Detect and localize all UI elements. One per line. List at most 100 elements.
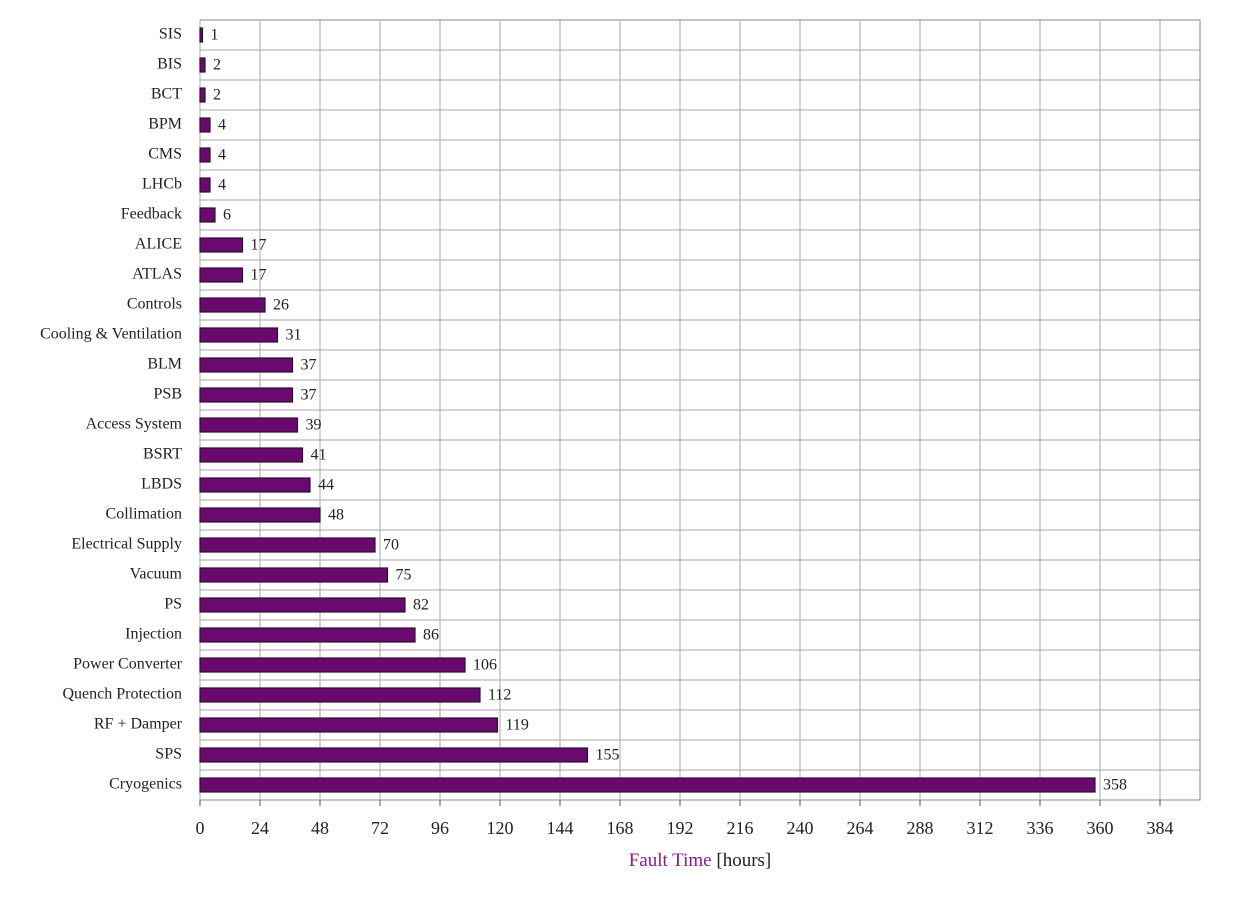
value-label: 2 xyxy=(213,57,221,74)
bar xyxy=(199,147,211,163)
bar xyxy=(199,447,304,463)
bar xyxy=(199,717,499,733)
bar xyxy=(199,57,206,73)
bar xyxy=(199,507,321,523)
y-tick-label: BLM xyxy=(147,356,182,373)
x-tick-label: 312 xyxy=(967,818,994,838)
y-tick-label: BPM xyxy=(148,116,182,133)
bar xyxy=(199,537,376,553)
bar xyxy=(199,747,589,763)
y-tick-label: Cryogenics xyxy=(109,776,182,793)
y-tick-label: Controls xyxy=(127,296,182,313)
bar xyxy=(199,687,481,703)
value-label: 6 xyxy=(223,207,231,224)
bar xyxy=(199,417,299,433)
value-label: 17 xyxy=(251,237,267,254)
value-label: 39 xyxy=(306,417,322,434)
y-tick-label: BIS xyxy=(157,56,182,73)
x-tick-label: 384 xyxy=(1147,818,1174,838)
y-tick-label: Feedback xyxy=(121,206,182,223)
y-tick-label: Power Converter xyxy=(73,656,183,673)
x-tick-label: 264 xyxy=(847,818,874,838)
bar xyxy=(199,777,1096,793)
y-tick-label: SPS xyxy=(155,746,182,763)
x-tick-label: 96 xyxy=(431,818,449,838)
y-tick-label: PS xyxy=(164,596,182,613)
y-tick-label: CMS xyxy=(148,146,182,163)
y-tick-label: Cooling & Ventilation xyxy=(40,326,182,343)
value-label: 358 xyxy=(1103,777,1127,794)
value-label: 26 xyxy=(273,297,289,314)
bar xyxy=(199,237,244,253)
bar xyxy=(199,267,244,283)
bar xyxy=(199,177,211,193)
value-label: 4 xyxy=(218,177,226,194)
y-tick-label: LBDS xyxy=(141,476,182,493)
value-label: 37 xyxy=(301,357,317,374)
x-tick-label: 360 xyxy=(1087,818,1114,838)
y-tick-label: ALICE xyxy=(135,236,182,253)
value-label: 31 xyxy=(286,327,302,344)
y-tick-label: PSB xyxy=(154,386,182,403)
value-label: 48 xyxy=(328,507,344,524)
x-tick-label: 72 xyxy=(371,818,389,838)
x-tick-label: 336 xyxy=(1027,818,1054,838)
y-tick-label: LHCb xyxy=(142,176,182,193)
x-tick-label: 144 xyxy=(547,818,574,838)
bar xyxy=(199,297,266,313)
value-label: 86 xyxy=(423,627,439,644)
y-tick-label: BSRT xyxy=(143,446,182,463)
x-tick-label: 216 xyxy=(727,818,754,838)
y-tick-label: Injection xyxy=(125,626,182,643)
x-axis-label: Fault Time xyxy=(629,850,712,871)
value-label: 41 xyxy=(311,447,327,464)
value-label: 44 xyxy=(318,477,334,494)
y-tick-label: Quench Protection xyxy=(62,686,182,703)
value-label: 82 xyxy=(413,597,429,614)
x-tick-label: 24 xyxy=(251,818,269,838)
x-tick-label: 240 xyxy=(787,818,814,838)
value-label: 70 xyxy=(383,537,399,554)
value-label: 155 xyxy=(596,747,620,764)
y-tick-label: BCT xyxy=(151,86,182,103)
bar xyxy=(199,657,466,673)
x-tick-label: 288 xyxy=(907,818,934,838)
value-label: 17 xyxy=(251,267,267,284)
bar xyxy=(199,387,294,403)
x-tick-label: 48 xyxy=(311,818,329,838)
value-label: 2 xyxy=(213,87,221,104)
bar xyxy=(199,597,406,613)
y-tick-label: SIS xyxy=(159,26,182,43)
x-tick-label: 192 xyxy=(667,818,694,838)
value-label: 75 xyxy=(396,567,412,584)
bar xyxy=(199,27,204,43)
x-tick-label: 120 xyxy=(487,818,514,838)
y-tick-label: ATLAS xyxy=(132,266,182,283)
value-label: 106 xyxy=(473,657,497,674)
bar xyxy=(199,627,416,643)
x-tick-label: 168 xyxy=(607,818,634,838)
value-label: 37 xyxy=(301,387,317,404)
bar xyxy=(199,117,211,133)
bar xyxy=(199,357,294,373)
x-axis-unit: [hours] xyxy=(716,850,771,871)
value-label: 4 xyxy=(218,147,226,164)
x-axis-title: Fault Time [hours] xyxy=(629,850,772,871)
bar xyxy=(199,567,389,583)
y-tick-label: Vacuum xyxy=(130,566,183,583)
value-label: 1 xyxy=(211,27,219,44)
y-tick-label: Access System xyxy=(86,416,183,433)
value-label: 4 xyxy=(218,117,226,134)
y-tick-label: Electrical Supply xyxy=(71,536,182,553)
y-tick-label: Collimation xyxy=(106,506,182,523)
x-tick-label: 0 xyxy=(196,818,205,838)
bar xyxy=(199,327,279,343)
bar xyxy=(199,87,206,103)
value-label: 119 xyxy=(506,717,529,734)
bar xyxy=(199,477,311,493)
y-tick-label: RF + Damper xyxy=(94,716,183,733)
bar xyxy=(199,207,216,223)
value-label: 112 xyxy=(488,687,511,704)
